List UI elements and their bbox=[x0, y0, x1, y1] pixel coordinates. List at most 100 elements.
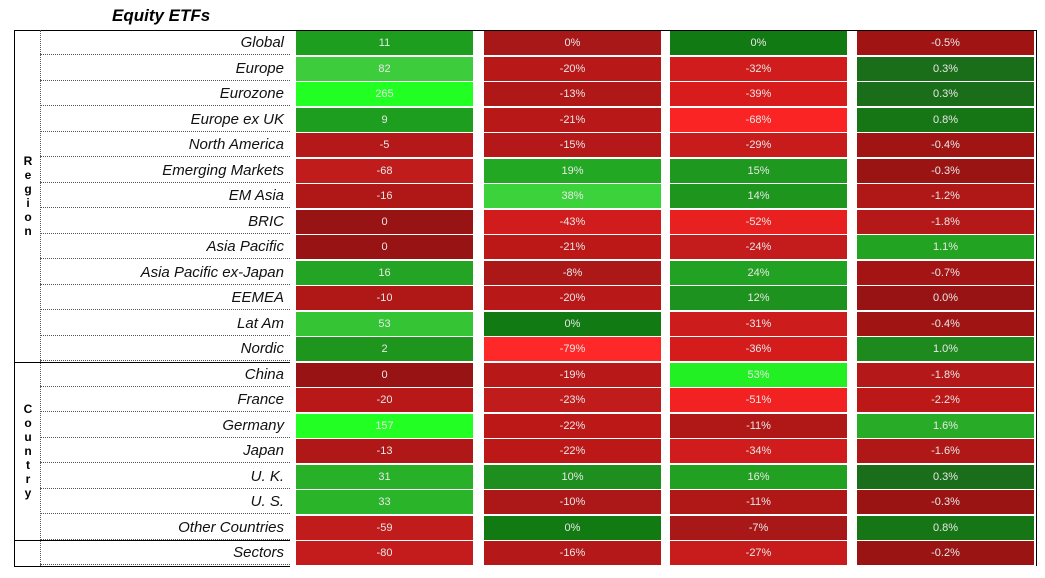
table-left-border bbox=[14, 30, 15, 566]
row-label: Asia Pacific ex-Japan bbox=[40, 260, 290, 285]
heat-cell: -0.3% bbox=[857, 490, 1034, 514]
heat-cell: -80 bbox=[296, 541, 473, 565]
row-label: Germany bbox=[40, 413, 290, 438]
heat-cell: 0.8% bbox=[857, 515, 1034, 540]
row-label: China bbox=[40, 362, 290, 387]
heat-cell: -24% bbox=[670, 235, 847, 259]
heat-cell: -10 bbox=[296, 286, 473, 310]
heat-cell: 11 bbox=[296, 31, 473, 55]
heat-cell: 16 bbox=[296, 260, 473, 285]
heat-cell: -79% bbox=[484, 337, 661, 361]
heat-cell: 0.8% bbox=[857, 107, 1034, 132]
group-label-letter: u bbox=[24, 429, 32, 444]
heat-cell: -22% bbox=[484, 413, 661, 438]
heat-cell: -68% bbox=[670, 107, 847, 132]
heat-cell: -20% bbox=[484, 286, 661, 310]
heat-cell: -51% bbox=[670, 388, 847, 412]
heat-cell: -22% bbox=[484, 439, 661, 463]
heat-cell: 10% bbox=[484, 464, 661, 489]
row-label: Lat Am bbox=[40, 311, 290, 336]
heat-cell: 16% bbox=[670, 464, 847, 489]
heat-cell: -39% bbox=[670, 82, 847, 106]
heat-cell: 2 bbox=[296, 337, 473, 361]
heat-cell: 19% bbox=[484, 158, 661, 183]
row-label: Sectors bbox=[40, 540, 290, 565]
group-label-letter: R bbox=[23, 153, 33, 168]
heat-cell: 14% bbox=[670, 184, 847, 208]
heat-cell: 12% bbox=[670, 286, 847, 310]
heat-cell: 33 bbox=[296, 490, 473, 514]
heat-cell: -16% bbox=[484, 541, 661, 565]
group-label-letter: e bbox=[24, 167, 32, 182]
heat-cell: -11% bbox=[670, 490, 847, 514]
heat-cell: -0.7% bbox=[857, 260, 1034, 285]
row-label: U. S. bbox=[40, 489, 290, 514]
heat-cell: 38% bbox=[484, 184, 661, 208]
heat-cell: -2.2% bbox=[857, 388, 1034, 412]
heat-cell: -8% bbox=[484, 260, 661, 285]
heat-cell: -29% bbox=[670, 133, 847, 157]
group-label-letter: g bbox=[24, 181, 32, 196]
heat-cell: 9 bbox=[296, 107, 473, 132]
group-separator bbox=[14, 540, 290, 541]
group-label-letter: o bbox=[24, 415, 32, 430]
table-bottom-border bbox=[14, 565, 290, 567]
row-label: EEMEA bbox=[40, 285, 290, 310]
heat-cell: -68 bbox=[296, 158, 473, 183]
heat-cell: 0 bbox=[296, 235, 473, 259]
heat-cell: -36% bbox=[670, 337, 847, 361]
heat-cell: -34% bbox=[670, 439, 847, 463]
heat-cell: 157 bbox=[296, 413, 473, 438]
group-separator bbox=[14, 361, 290, 363]
group-label-letter: C bbox=[23, 401, 33, 416]
heat-cell: -15% bbox=[484, 133, 661, 157]
row-label: Europe bbox=[40, 56, 290, 81]
row-label: Nordic bbox=[40, 336, 290, 361]
heat-cell: -43% bbox=[484, 209, 661, 234]
heat-cell: -59 bbox=[296, 515, 473, 540]
heat-cell: 265 bbox=[296, 82, 473, 106]
heat-cell: 0% bbox=[484, 515, 661, 540]
heat-cell: 0% bbox=[670, 31, 847, 55]
table-top-border bbox=[14, 30, 1036, 31]
group-label-letter: t bbox=[26, 457, 30, 472]
heat-cell: 0.3% bbox=[857, 464, 1034, 489]
heat-cell: 0% bbox=[484, 311, 661, 336]
heat-cell: -31% bbox=[670, 311, 847, 336]
heat-cell: 0.3% bbox=[857, 82, 1034, 106]
row-label: Emerging Markets bbox=[40, 158, 290, 183]
heat-cell: -13 bbox=[296, 439, 473, 463]
heat-cell: -23% bbox=[484, 388, 661, 412]
heat-cell: -20 bbox=[296, 388, 473, 412]
heat-cell: -32% bbox=[670, 56, 847, 81]
heat-cell: -1.2% bbox=[857, 184, 1034, 208]
heat-cell: 31 bbox=[296, 464, 473, 489]
heat-cell: -1.6% bbox=[857, 439, 1034, 463]
heat-cell: 1.6% bbox=[857, 413, 1034, 438]
heat-cell: 82 bbox=[296, 56, 473, 81]
heat-cell: -5 bbox=[296, 133, 473, 157]
heat-cell: -7% bbox=[670, 515, 847, 540]
heat-cell: 53 bbox=[296, 311, 473, 336]
heatmap-table: Global 11 0% 0% -0.5% Europe 82 -20% -32% 0.3% Eur… bbox=[0, 30, 1045, 570]
heat-cell: -1.8% bbox=[857, 209, 1034, 234]
heat-cell: -1.8% bbox=[857, 362, 1034, 387]
heat-cell: 0.3% bbox=[857, 56, 1034, 81]
heat-cell: -13% bbox=[484, 82, 661, 106]
group-label-letter: n bbox=[24, 443, 32, 458]
row-label: Europe ex UK bbox=[40, 107, 290, 132]
heat-cell: 15% bbox=[670, 158, 847, 183]
heat-cell: 0% bbox=[484, 31, 661, 55]
heat-cell: -27% bbox=[670, 541, 847, 565]
heat-cell: -0.4% bbox=[857, 311, 1034, 336]
row-label: EM Asia bbox=[40, 183, 290, 208]
row-label: North America bbox=[40, 132, 290, 157]
heat-cell: 0.0% bbox=[857, 286, 1034, 310]
heat-cell: -19% bbox=[484, 362, 661, 387]
heat-cell: -52% bbox=[670, 209, 847, 234]
chart-title: Equity ETFs bbox=[112, 6, 211, 25]
heat-cell: -0.5% bbox=[857, 31, 1034, 55]
heat-cell: -0.4% bbox=[857, 133, 1034, 157]
heat-cell: -10% bbox=[484, 490, 661, 514]
heat-cell: -21% bbox=[484, 235, 661, 259]
